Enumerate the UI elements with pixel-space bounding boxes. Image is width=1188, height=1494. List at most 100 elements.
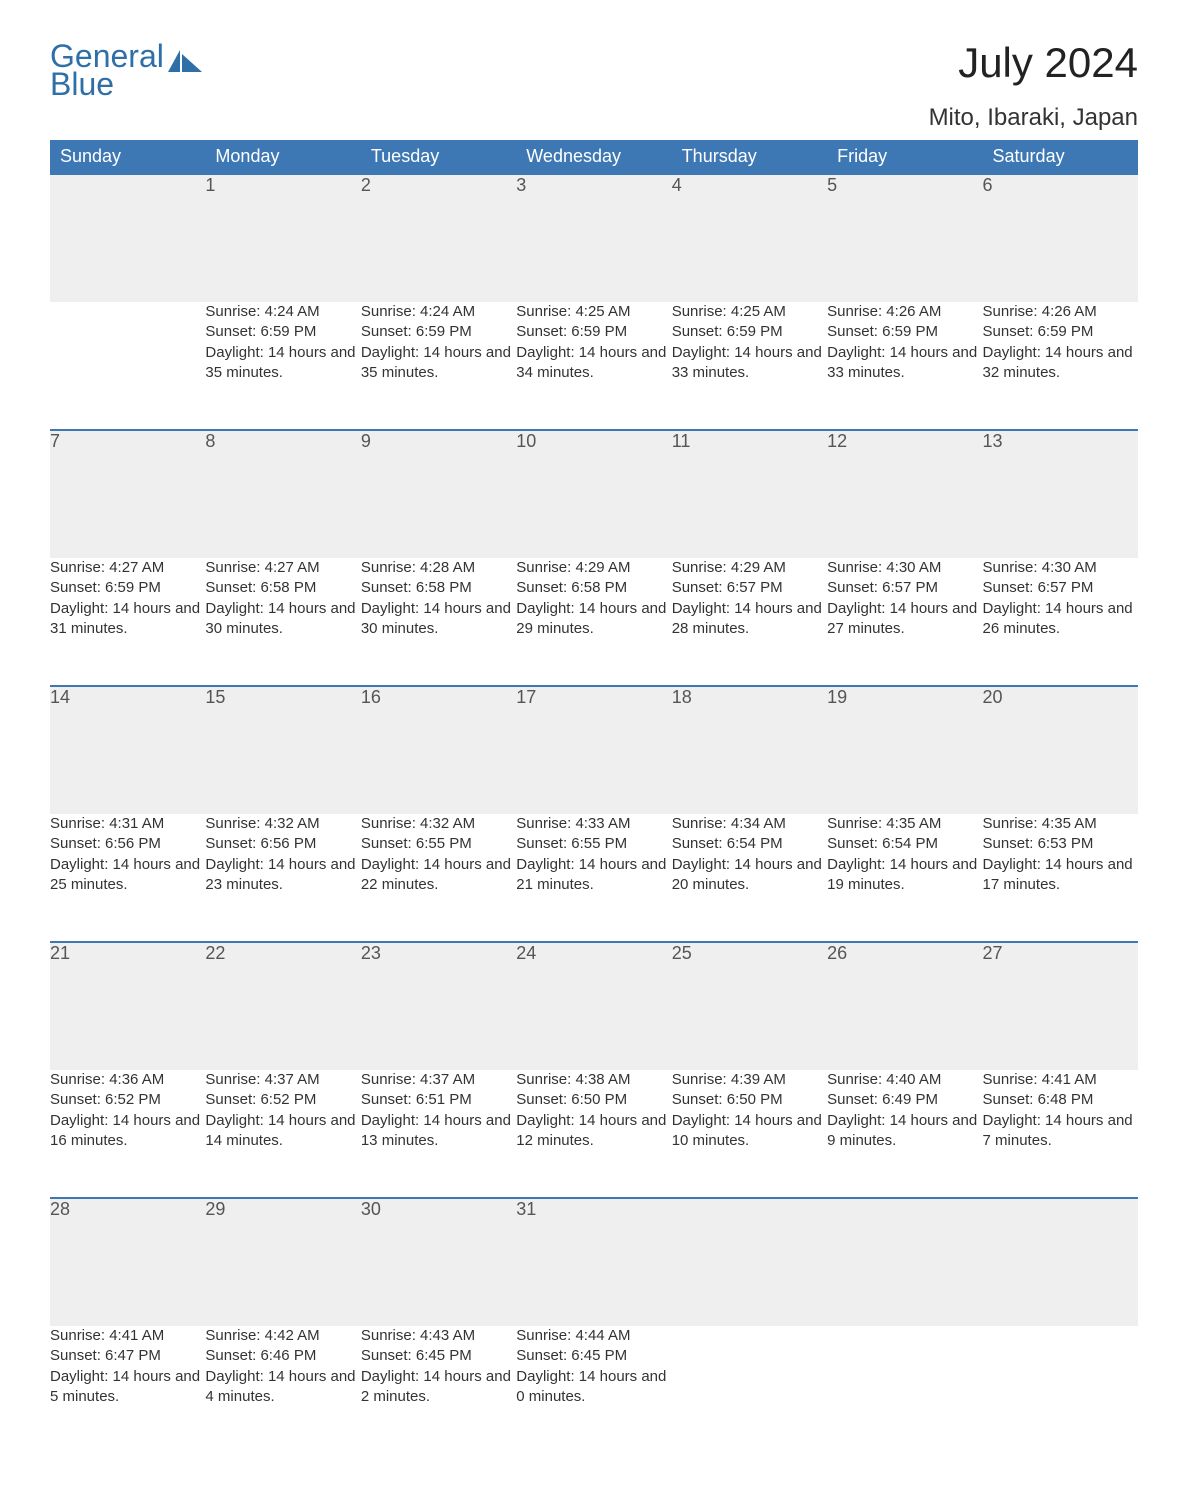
sunrise-text: Sunrise: 4:32 AM (205, 814, 360, 834)
sunrise-text: Sunrise: 4:41 AM (983, 1070, 1138, 1090)
sunrise-text: Sunrise: 4:27 AM (205, 558, 360, 578)
day-detail-cell (983, 1326, 1138, 1454)
day-number-cell: 24 (516, 942, 671, 1070)
day-number-cell: 29 (205, 1198, 360, 1326)
sunrise-text: Sunrise: 4:28 AM (361, 558, 516, 578)
sunrise-text: Sunrise: 4:37 AM (205, 1070, 360, 1090)
daylight-text: Daylight: 14 hours and 4 minutes. (205, 1367, 360, 1408)
sunset-text: Sunset: 6:58 PM (361, 578, 516, 598)
logo-text: General Blue (50, 40, 204, 100)
sunset-text: Sunset: 6:59 PM (361, 322, 516, 342)
day-detail-cell: Sunrise: 4:27 AMSunset: 6:59 PMDaylight:… (50, 558, 205, 686)
sunrise-text: Sunrise: 4:38 AM (516, 1070, 671, 1090)
daylight-text: Daylight: 14 hours and 7 minutes. (983, 1111, 1138, 1152)
day-detail-cell: Sunrise: 4:25 AMSunset: 6:59 PMDaylight:… (672, 302, 827, 430)
sunset-text: Sunset: 6:45 PM (361, 1346, 516, 1366)
day-number-cell (827, 1198, 982, 1326)
sunrise-text: Sunrise: 4:43 AM (361, 1326, 516, 1346)
daylight-text: Daylight: 14 hours and 10 minutes. (672, 1111, 827, 1152)
daylight-text: Daylight: 14 hours and 29 minutes. (516, 599, 671, 640)
day-detail-cell: Sunrise: 4:28 AMSunset: 6:58 PMDaylight:… (361, 558, 516, 686)
sunset-text: Sunset: 6:50 PM (672, 1090, 827, 1110)
sunset-text: Sunset: 6:53 PM (983, 834, 1138, 854)
sunset-text: Sunset: 6:55 PM (516, 834, 671, 854)
day-detail-cell: Sunrise: 4:25 AMSunset: 6:59 PMDaylight:… (516, 302, 671, 430)
day-number-cell: 26 (827, 942, 982, 1070)
calendar-table: SundayMondayTuesdayWednesdayThursdayFrid… (50, 140, 1138, 1454)
detail-row: Sunrise: 4:41 AMSunset: 6:47 PMDaylight:… (50, 1326, 1138, 1454)
day-detail-cell: Sunrise: 4:32 AMSunset: 6:56 PMDaylight:… (205, 814, 360, 942)
sunrise-text: Sunrise: 4:30 AM (827, 558, 982, 578)
daylight-text: Daylight: 14 hours and 25 minutes. (50, 855, 205, 896)
day-detail-cell: Sunrise: 4:37 AMSunset: 6:51 PMDaylight:… (361, 1070, 516, 1198)
weekday-header: Tuesday (361, 140, 516, 174)
daylight-text: Daylight: 14 hours and 0 minutes. (516, 1367, 671, 1408)
sunset-text: Sunset: 6:47 PM (50, 1346, 205, 1366)
day-detail-cell (50, 302, 205, 430)
header: General Blue July 2024 Mito, Ibaraki, Ja… (50, 40, 1138, 132)
sunrise-text: Sunrise: 4:25 AM (672, 302, 827, 322)
sunrise-text: Sunrise: 4:26 AM (827, 302, 982, 322)
daylight-text: Daylight: 14 hours and 34 minutes. (516, 343, 671, 384)
daylight-text: Daylight: 14 hours and 27 minutes. (827, 599, 982, 640)
day-detail-cell: Sunrise: 4:33 AMSunset: 6:55 PMDaylight:… (516, 814, 671, 942)
sunset-text: Sunset: 6:51 PM (361, 1090, 516, 1110)
day-detail-cell: Sunrise: 4:34 AMSunset: 6:54 PMDaylight:… (672, 814, 827, 942)
sunset-text: Sunset: 6:57 PM (827, 578, 982, 598)
day-detail-cell: Sunrise: 4:35 AMSunset: 6:54 PMDaylight:… (827, 814, 982, 942)
daylight-text: Daylight: 14 hours and 28 minutes. (672, 599, 827, 640)
day-number-cell (983, 1198, 1138, 1326)
day-detail-cell: Sunrise: 4:24 AMSunset: 6:59 PMDaylight:… (205, 302, 360, 430)
sunrise-text: Sunrise: 4:40 AM (827, 1070, 982, 1090)
day-number-cell: 7 (50, 430, 205, 558)
day-number-cell: 1 (205, 174, 360, 302)
day-number-cell: 12 (827, 430, 982, 558)
day-detail-cell: Sunrise: 4:44 AMSunset: 6:45 PMDaylight:… (516, 1326, 671, 1454)
day-detail-cell: Sunrise: 4:43 AMSunset: 6:45 PMDaylight:… (361, 1326, 516, 1454)
day-number-cell: 13 (983, 430, 1138, 558)
sunrise-text: Sunrise: 4:41 AM (50, 1326, 205, 1346)
day-number-cell: 15 (205, 686, 360, 814)
day-number-cell: 14 (50, 686, 205, 814)
daylight-text: Daylight: 14 hours and 14 minutes. (205, 1111, 360, 1152)
day-number-cell: 4 (672, 174, 827, 302)
daylight-text: Daylight: 14 hours and 9 minutes. (827, 1111, 982, 1152)
sunset-text: Sunset: 6:59 PM (205, 322, 360, 342)
sunset-text: Sunset: 6:54 PM (672, 834, 827, 854)
sunset-text: Sunset: 6:48 PM (983, 1090, 1138, 1110)
day-detail-cell: Sunrise: 4:29 AMSunset: 6:58 PMDaylight:… (516, 558, 671, 686)
daylight-text: Daylight: 14 hours and 17 minutes. (983, 855, 1138, 896)
daylight-text: Daylight: 14 hours and 31 minutes. (50, 599, 205, 640)
day-number-cell: 8 (205, 430, 360, 558)
sunset-text: Sunset: 6:56 PM (205, 834, 360, 854)
day-number-cell: 31 (516, 1198, 671, 1326)
daylight-text: Daylight: 14 hours and 35 minutes. (205, 343, 360, 384)
sunrise-text: Sunrise: 4:37 AM (361, 1070, 516, 1090)
sunrise-text: Sunrise: 4:36 AM (50, 1070, 205, 1090)
logo-text-bottom: Blue (50, 66, 114, 102)
detail-row: Sunrise: 4:27 AMSunset: 6:59 PMDaylight:… (50, 558, 1138, 686)
day-number-cell: 9 (361, 430, 516, 558)
sunset-text: Sunset: 6:46 PM (205, 1346, 360, 1366)
daylight-text: Daylight: 14 hours and 23 minutes. (205, 855, 360, 896)
daylight-text: Daylight: 14 hours and 32 minutes. (983, 343, 1138, 384)
daylight-text: Daylight: 14 hours and 19 minutes. (827, 855, 982, 896)
sunrise-text: Sunrise: 4:39 AM (672, 1070, 827, 1090)
month-title: July 2024 (929, 40, 1138, 86)
daylight-text: Daylight: 14 hours and 13 minutes. (361, 1111, 516, 1152)
daylight-text: Daylight: 14 hours and 20 minutes. (672, 855, 827, 896)
day-number-cell: 16 (361, 686, 516, 814)
sunset-text: Sunset: 6:59 PM (983, 322, 1138, 342)
day-detail-cell (672, 1326, 827, 1454)
day-detail-cell: Sunrise: 4:26 AMSunset: 6:59 PMDaylight:… (983, 302, 1138, 430)
weekday-header: Thursday (672, 140, 827, 174)
sunset-text: Sunset: 6:59 PM (516, 322, 671, 342)
day-detail-cell: Sunrise: 4:41 AMSunset: 6:48 PMDaylight:… (983, 1070, 1138, 1198)
sunset-text: Sunset: 6:59 PM (827, 322, 982, 342)
sunrise-text: Sunrise: 4:26 AM (983, 302, 1138, 322)
day-detail-cell: Sunrise: 4:37 AMSunset: 6:52 PMDaylight:… (205, 1070, 360, 1198)
daynum-row: 78910111213 (50, 430, 1138, 558)
sunset-text: Sunset: 6:45 PM (516, 1346, 671, 1366)
sunrise-text: Sunrise: 4:30 AM (983, 558, 1138, 578)
day-number-cell (672, 1198, 827, 1326)
